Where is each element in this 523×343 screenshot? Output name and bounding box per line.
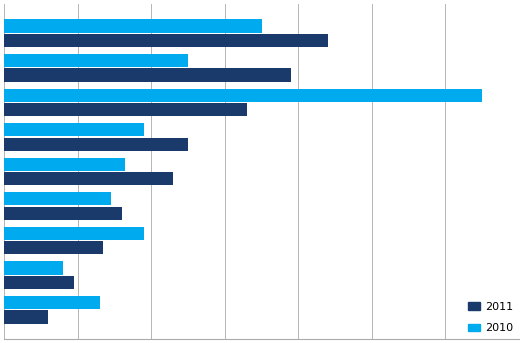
Bar (4, 34, 328, 47)
Bar (4, 276, 74, 289)
Bar (4, 241, 104, 255)
Bar (4, 19, 262, 33)
Bar (4, 310, 48, 324)
Bar (4, 69, 291, 82)
Bar (4, 123, 144, 136)
Bar (4, 138, 188, 151)
Legend: 2011, 2010: 2011, 2010 (469, 302, 513, 333)
Bar (4, 54, 188, 67)
Bar (4, 296, 100, 309)
Bar (4, 192, 111, 205)
Bar (4, 103, 247, 116)
Bar (4, 158, 126, 171)
Bar (4, 88, 482, 102)
Bar (4, 207, 122, 220)
Bar (4, 172, 173, 185)
Bar (4, 227, 144, 240)
Bar (4, 261, 63, 274)
